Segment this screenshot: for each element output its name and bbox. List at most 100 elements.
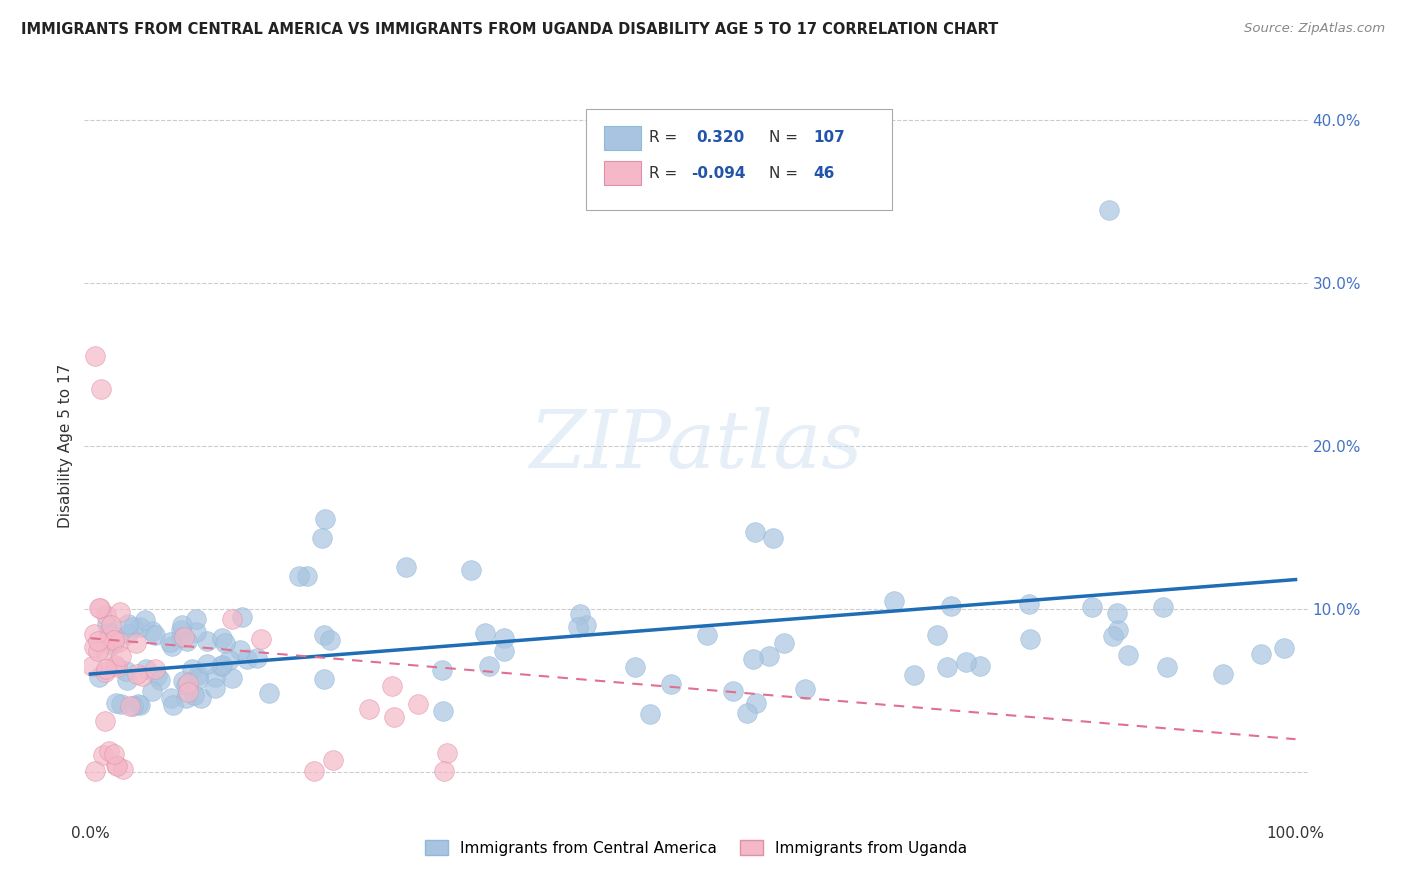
Point	[696, 628, 718, 642]
Point	[110, 697, 132, 711]
Point	[107, 634, 129, 648]
Point	[160, 691, 183, 706]
Point	[110, 648, 132, 663]
Point	[211, 657, 233, 672]
Point	[214, 636, 236, 650]
Point	[162, 698, 184, 712]
Point	[436, 747, 458, 761]
Point	[250, 632, 273, 646]
Point	[1107, 623, 1129, 637]
Point	[187, 672, 209, 686]
Point	[659, 677, 682, 691]
Point	[575, 618, 598, 632]
Point	[883, 594, 905, 608]
Text: N =: N =	[769, 130, 799, 145]
Point	[98, 624, 121, 639]
Point	[638, 706, 661, 721]
Point	[100, 618, 122, 632]
Point	[117, 627, 139, 641]
Point	[236, 652, 259, 666]
Text: N =: N =	[769, 166, 799, 181]
Point	[433, 764, 456, 778]
Text: Source: ZipAtlas.com: Source: ZipAtlas.com	[1244, 22, 1385, 36]
Point	[231, 610, 253, 624]
Point	[104, 630, 127, 644]
Point	[1018, 597, 1040, 611]
Point	[1098, 202, 1121, 217]
Point	[460, 563, 482, 577]
Point	[969, 659, 991, 673]
Point	[218, 653, 240, 667]
Point	[93, 714, 115, 728]
Point	[87, 633, 110, 648]
Point	[381, 679, 404, 693]
Point	[1156, 660, 1178, 674]
Point	[1272, 640, 1295, 655]
Point	[87, 644, 110, 658]
Point	[318, 632, 340, 647]
Point	[160, 639, 183, 653]
Point	[105, 660, 128, 674]
Point	[187, 668, 209, 682]
Point	[195, 634, 218, 648]
Point	[90, 382, 112, 396]
Text: 46: 46	[814, 166, 835, 181]
Point	[120, 698, 142, 713]
Point	[741, 651, 763, 665]
Point	[121, 620, 143, 634]
Point	[288, 569, 311, 583]
Point	[221, 672, 243, 686]
Point	[172, 673, 194, 688]
Point	[110, 605, 132, 619]
Point	[955, 655, 977, 669]
Point	[141, 684, 163, 698]
Point	[314, 672, 336, 686]
Point	[125, 636, 148, 650]
Point	[83, 627, 105, 641]
Point	[103, 632, 125, 647]
Point	[430, 663, 453, 677]
Point	[82, 659, 104, 673]
Point	[567, 620, 589, 634]
Point	[1102, 629, 1125, 643]
FancyBboxPatch shape	[605, 161, 641, 186]
Point	[903, 668, 925, 682]
Point	[104, 757, 127, 772]
Point	[135, 662, 157, 676]
Point	[314, 511, 336, 525]
Point	[105, 758, 128, 772]
Point	[174, 677, 197, 691]
Point	[737, 706, 759, 720]
Point	[159, 635, 181, 649]
FancyBboxPatch shape	[586, 109, 891, 210]
Point	[104, 658, 127, 673]
Point	[492, 631, 515, 645]
Point	[209, 659, 232, 673]
Point	[145, 662, 167, 676]
Point	[129, 698, 152, 713]
Point	[143, 628, 166, 642]
Point	[314, 628, 336, 642]
Text: R =: R =	[650, 166, 678, 181]
Point	[146, 669, 169, 683]
Point	[129, 619, 152, 633]
Point	[184, 624, 207, 639]
Point	[762, 531, 785, 545]
Point	[170, 618, 193, 632]
Point	[927, 627, 949, 641]
Point	[259, 686, 281, 700]
Point	[141, 624, 163, 638]
Point	[103, 635, 125, 649]
Point	[568, 607, 591, 622]
Point	[114, 664, 136, 678]
Point	[125, 667, 148, 681]
Point	[170, 623, 193, 637]
Point	[94, 665, 117, 680]
Point	[131, 669, 153, 683]
Point	[115, 673, 138, 687]
Point	[117, 617, 139, 632]
Point	[382, 710, 405, 724]
Point	[94, 607, 117, 622]
Point	[772, 636, 794, 650]
Point	[474, 625, 496, 640]
